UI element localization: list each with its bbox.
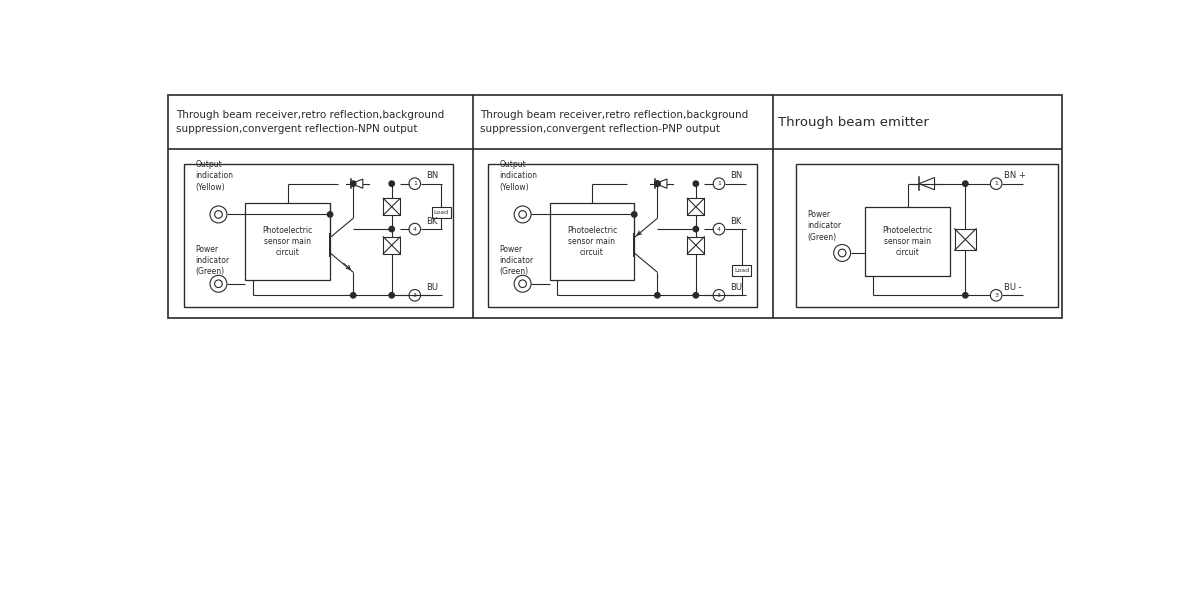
Circle shape: [694, 181, 698, 187]
Bar: [954, 229, 976, 250]
Text: BU: BU: [426, 283, 438, 292]
Text: BN: BN: [426, 172, 439, 181]
Text: 1: 1: [995, 181, 998, 186]
Circle shape: [631, 212, 637, 217]
Bar: [688, 198, 704, 215]
Text: BU: BU: [731, 283, 743, 292]
Text: Photoelectric
sensor main
circuit: Photoelectric sensor main circuit: [566, 226, 617, 257]
Circle shape: [328, 212, 332, 217]
Text: 4: 4: [413, 227, 416, 232]
Text: BN +: BN +: [1004, 172, 1026, 181]
Circle shape: [962, 293, 968, 298]
Text: 4: 4: [716, 227, 721, 232]
Text: 3: 3: [716, 293, 721, 298]
Bar: [246, 203, 330, 280]
Circle shape: [350, 293, 356, 298]
Text: Load: Load: [734, 268, 749, 273]
Circle shape: [655, 181, 660, 187]
Bar: [865, 207, 950, 276]
Text: 1: 1: [718, 181, 721, 186]
Text: Through beam emitter: Through beam emitter: [779, 116, 929, 128]
Text: Photoelectric
sensor main
circuit: Photoelectric sensor main circuit: [263, 226, 313, 257]
Text: 3: 3: [413, 293, 416, 298]
Bar: [184, 164, 454, 307]
Circle shape: [389, 293, 395, 298]
Text: Through beam receiver,retro reflection,background
suppression,convergent reflect: Through beam receiver,retro reflection,b…: [176, 110, 444, 134]
Text: Through beam receiver,retro reflection,background
suppression,convergent reflect: Through beam receiver,retro reflection,b…: [480, 110, 749, 134]
Text: Photoelectric
sensor main
circuit: Photoelectric sensor main circuit: [882, 226, 932, 257]
Circle shape: [655, 181, 660, 187]
Text: Power
indicator
(Green): Power indicator (Green): [196, 245, 229, 276]
Text: Power
indicator
(Green): Power indicator (Green): [499, 245, 534, 276]
Bar: [383, 198, 400, 215]
Bar: [383, 237, 400, 254]
Bar: [688, 237, 704, 254]
Bar: [796, 164, 1057, 307]
Text: 1: 1: [413, 181, 416, 186]
Bar: [432, 207, 451, 218]
Circle shape: [389, 181, 395, 187]
Bar: [488, 164, 757, 307]
Circle shape: [389, 226, 395, 232]
Text: Load: Load: [434, 210, 449, 215]
Text: BK: BK: [731, 217, 742, 226]
Bar: [732, 265, 751, 276]
Text: Output
indication
(Yellow): Output indication (Yellow): [499, 160, 538, 191]
Text: Output
indication
(Yellow): Output indication (Yellow): [196, 160, 233, 191]
Circle shape: [655, 293, 660, 298]
Circle shape: [694, 226, 698, 232]
Circle shape: [350, 181, 356, 187]
Circle shape: [962, 181, 968, 187]
Text: Power
indicator
(Green): Power indicator (Green): [808, 211, 841, 242]
Text: BN: BN: [731, 172, 743, 181]
Bar: [168, 95, 1062, 319]
Text: BU -: BU -: [1004, 283, 1021, 292]
Circle shape: [694, 293, 698, 298]
Text: BK: BK: [426, 217, 438, 226]
Bar: [550, 203, 635, 280]
Text: 3: 3: [994, 293, 998, 298]
